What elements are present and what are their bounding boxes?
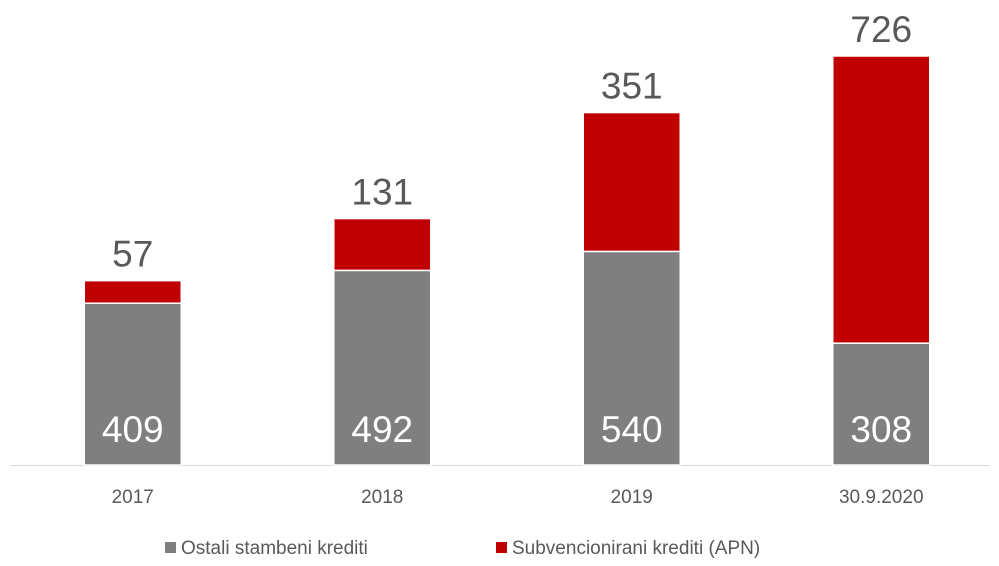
data-label: 308 (850, 409, 912, 450)
data-label: 57 (112, 233, 153, 274)
x-tick-label: 2018 (361, 487, 403, 508)
data-label: 351 (601, 65, 663, 106)
bar-segment (83, 302, 182, 466)
bar-segment (333, 217, 432, 272)
legend-label: Subvencionirani krediti (APN) (512, 538, 760, 559)
x-tick-label: 2017 (112, 487, 154, 508)
bar-segment (832, 55, 931, 344)
legend-label: Ostali stambeni krediti (181, 538, 368, 559)
bar-segment (832, 342, 931, 466)
bar-segment (83, 279, 182, 304)
x-tick-label: 2019 (611, 487, 653, 508)
bar-segment (333, 269, 432, 466)
data-label: 492 (351, 409, 413, 450)
data-label: 726 (850, 9, 912, 50)
data-label: 131 (351, 171, 413, 212)
data-label: 540 (601, 409, 663, 450)
legend-swatch (165, 542, 176, 553)
bar-segment (582, 111, 681, 253)
legend-swatch (496, 542, 507, 553)
data-label: 409 (102, 409, 164, 450)
x-tick-label: 30.9.2020 (839, 487, 924, 508)
